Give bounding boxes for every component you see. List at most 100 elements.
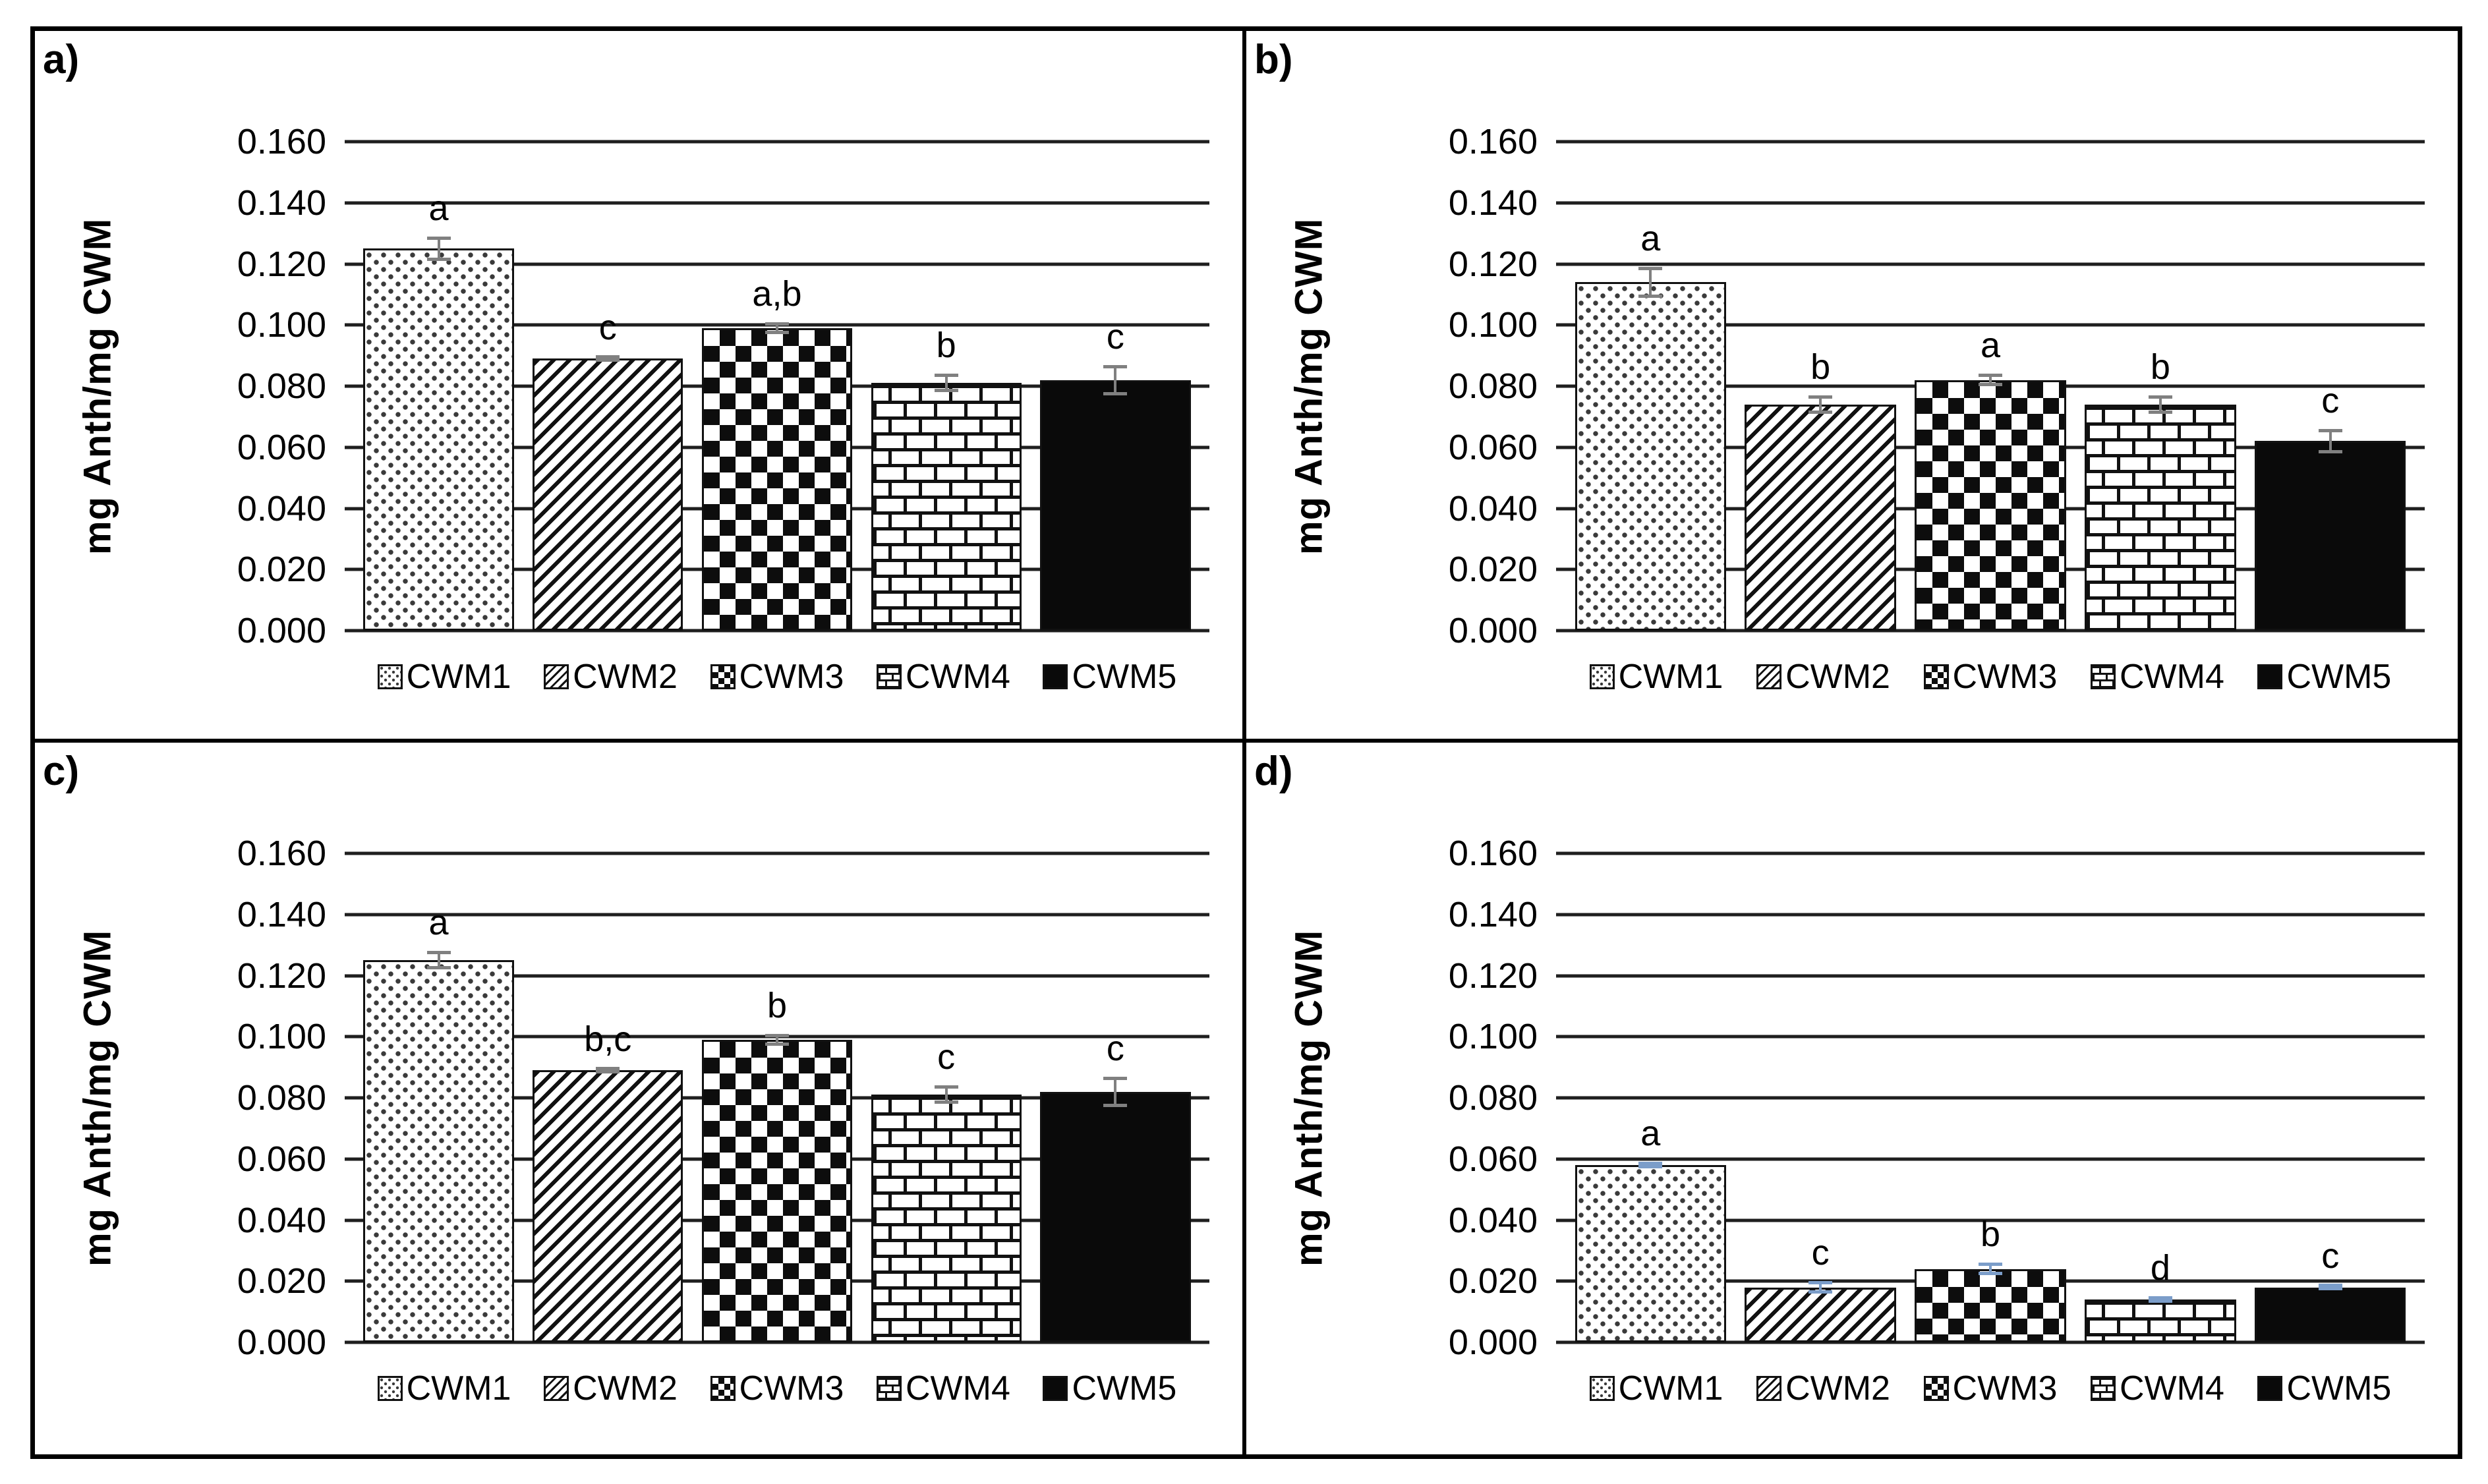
significance-letter: a	[428, 188, 449, 228]
y-tick-label: 0.140	[237, 183, 326, 223]
significance-letter: b	[2150, 347, 2170, 387]
legend-label: CWM3	[739, 1369, 844, 1408]
error-bar-stem	[775, 325, 778, 331]
legend-swatch-check-icon	[710, 1376, 736, 1401]
y-tick-label: 0.000	[237, 611, 326, 650]
significance-letter: c	[2321, 1236, 2340, 1276]
chart-d: mg Anth/mg CWM 0.160 0.140 0.120 0.100 0.080…	[1273, 834, 2425, 1408]
y-tick-label: 0.120	[237, 956, 326, 996]
legend-item-cwm4: CWM4	[2091, 1369, 2224, 1408]
legend-swatch-check-icon	[1923, 664, 1949, 689]
legend-swatch-bricks-icon	[877, 1376, 902, 1401]
bar-cwm5	[2255, 1287, 2406, 1342]
gridline	[1556, 974, 2425, 977]
y-tick-label: 0.140	[237, 894, 326, 934]
legend: CWM1 CWM2 CWM3 CWM4 CWM5	[345, 1342, 1209, 1408]
panel-a: a) mg Anth/mg CWM 0.160 0.140 0.120 0.100 0.…	[35, 31, 1246, 743]
y-tick-label: 0.060	[1448, 427, 1538, 467]
y-tick-label: 0.020	[237, 550, 326, 590]
y-tick-label: 0.100	[1448, 1017, 1538, 1057]
y-tick-label: 0.120	[1448, 956, 1538, 996]
legend-label: CWM5	[1072, 658, 1177, 696]
legend-item-cwm4: CWM4	[2091, 657, 2224, 697]
y-axis-ticks: 0.160 0.140 0.120 0.100 0.080 0.060 0.040 0.020…	[1345, 122, 1556, 650]
significance-letter: b	[1810, 347, 1831, 387]
bar-group-cwm2: b,c	[533, 853, 683, 1342]
legend-item-cwm1: CWM1	[377, 657, 511, 697]
legend-label: CWM2	[1785, 1369, 1890, 1408]
y-tick-label: 0.040	[237, 1200, 326, 1240]
error-bar	[596, 1066, 620, 1073]
bar-group-cwm3: b	[701, 853, 853, 1342]
error-bar-stem	[1819, 1284, 1822, 1290]
bar-cwm5	[1040, 380, 1191, 631]
legend-label: CWM3	[1952, 1369, 2058, 1408]
legend-label: CWM1	[1618, 1369, 1723, 1408]
y-tick-label: 0.060	[1448, 1139, 1538, 1179]
y-axis-title: mg Anth/mg CWM	[76, 929, 119, 1267]
gridline	[1556, 1096, 2425, 1100]
error-bar	[1978, 1263, 2002, 1275]
y-axis-title: mg Anth/mg CWM	[1287, 929, 1331, 1267]
y-tick-label: 0.000	[1448, 1323, 1538, 1362]
y-tick-label: 0.120	[237, 244, 326, 284]
legend-item-cwm3: CWM3	[710, 1369, 844, 1408]
gridline	[1556, 323, 2425, 327]
significance-letter: c	[598, 307, 617, 347]
bar-cwm4	[871, 383, 1022, 631]
gridline	[1556, 1340, 2425, 1344]
error-bar-stem	[1819, 398, 1822, 411]
bar-cwm1	[1575, 282, 1726, 631]
error-bar-stem	[775, 1037, 778, 1043]
bars-row: a c a,b b c	[345, 142, 1209, 631]
significance-letter: a	[428, 903, 449, 943]
significance-letter: a	[1980, 326, 2000, 366]
legend-label: CWM4	[906, 658, 1010, 696]
legend-label: CWM1	[406, 658, 511, 696]
bar-group-cwm1: a	[363, 853, 514, 1342]
panel-label: a)	[43, 37, 80, 82]
bar-group-cwm3: a	[1915, 142, 2066, 631]
bar-group-cwm2: b	[1745, 142, 1896, 631]
bar-group-cwm5: c	[2255, 853, 2406, 1342]
significance-letter: c	[1106, 316, 1124, 357]
legend-swatch-bricks-icon	[2091, 664, 2116, 689]
gridline	[345, 851, 1209, 855]
bar-cwm2	[533, 1070, 683, 1342]
legend-item-cwm1: CWM1	[1589, 657, 1723, 697]
legend-swatch-solid-icon	[2257, 664, 2283, 689]
panel-label: c)	[43, 749, 80, 794]
error-bar	[1638, 1161, 1663, 1168]
gridline	[1556, 1157, 2425, 1161]
legend-item-cwm2: CWM2	[544, 657, 678, 697]
significance-letter: c	[2321, 380, 2340, 420]
legend-item-cwm1: CWM1	[377, 1369, 511, 1408]
error-bar	[1808, 395, 1833, 414]
legend-item-cwm4: CWM4	[877, 657, 1010, 697]
legend-swatch-dots-icon	[1589, 1376, 1615, 1401]
legend-label: CWM5	[2286, 658, 2392, 696]
chart-b: mg Anth/mg CWM 0.160 0.140 0.120 0.100 0.080…	[1273, 122, 2425, 697]
legend-swatch-bricks-icon	[877, 664, 902, 689]
error-bar	[765, 322, 789, 335]
panel-c: c) mg Anth/mg CWM 0.160 0.140 0.120 0.100 0.…	[35, 743, 1246, 1454]
error-bar	[934, 1085, 958, 1104]
y-tick-label: 0.160	[237, 122, 326, 161]
y-tick-label: 0.160	[1448, 834, 1538, 873]
error-bar	[1978, 374, 2002, 386]
bar-group-cwm4: b	[2085, 142, 2236, 631]
y-tick-label: 0.040	[237, 488, 326, 528]
bar-cwm5	[2255, 441, 2406, 631]
y-tick-label: 0.040	[1448, 1200, 1538, 1240]
y-tick-label: 0.160	[1448, 122, 1538, 161]
legend-swatch-bricks-icon	[2091, 1376, 2116, 1401]
legend-item-cwm5: CWM5	[1043, 1369, 1176, 1408]
panel-b: b) mg Anth/mg CWM 0.160 0.140 0.120 0.100 0.…	[1246, 31, 2458, 743]
gridline	[345, 629, 1209, 633]
legend-label: CWM5	[1072, 1369, 1177, 1408]
y-tick-label: 0.100	[1448, 305, 1538, 345]
legend-item-cwm4: CWM4	[877, 1369, 1010, 1408]
gridline	[1556, 262, 2425, 266]
error-bar	[1638, 267, 1663, 298]
chart-c: mg Anth/mg CWM 0.160 0.140 0.120 0.100 0.080…	[61, 834, 1209, 1408]
